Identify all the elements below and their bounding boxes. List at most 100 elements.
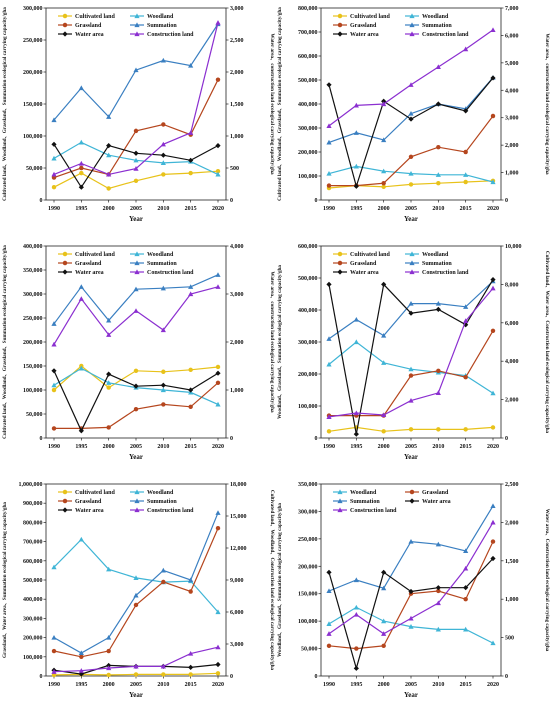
left-axis-title: Grassland、Water area、Summation ecologica… xyxy=(2,502,8,658)
x-tick-label: 2015 xyxy=(460,444,472,450)
legend-swatch-marker xyxy=(62,489,68,495)
right-tick-label: 500 xyxy=(505,636,514,642)
data-point xyxy=(353,163,359,169)
right-tick-label: 2,000 xyxy=(230,70,244,76)
data-point xyxy=(106,380,112,385)
series-grassland xyxy=(326,328,496,418)
series-line xyxy=(53,370,219,433)
series-line xyxy=(53,527,219,658)
plot-frame xyxy=(45,483,227,677)
data-point xyxy=(160,567,166,573)
right-tick-label: 1,000 xyxy=(505,597,519,603)
legend-swatch-marker xyxy=(337,489,343,495)
data-point xyxy=(353,102,359,108)
legend-entry: Cultivated land xyxy=(75,252,116,258)
data-point xyxy=(490,113,496,119)
data-point xyxy=(106,665,112,671)
data-point xyxy=(188,170,193,176)
left-tick-label: 300,000 xyxy=(23,292,43,298)
data-point xyxy=(215,609,221,615)
data-point xyxy=(160,141,166,147)
legend-swatch-marker xyxy=(409,489,415,495)
x-tick-label: 2010 xyxy=(157,444,169,450)
left-tick-label: 300,000 xyxy=(298,509,318,515)
legend-swatch-marker xyxy=(337,13,343,19)
data-point xyxy=(133,150,139,156)
legend-entry: Woodland xyxy=(147,490,174,496)
data-point xyxy=(106,186,111,191)
x-tick-label: 2010 xyxy=(157,206,169,212)
legend-swatch-marker xyxy=(409,13,415,19)
data-point xyxy=(490,519,496,525)
legend-entry: Construction land xyxy=(147,508,194,514)
data-point xyxy=(436,368,441,374)
data-point xyxy=(188,284,194,289)
legend: Cultivated land Woodland Grassland Summatio… xyxy=(58,489,194,514)
legend-entry: Construction land xyxy=(147,270,194,276)
legend-swatch-marker xyxy=(337,269,343,275)
x-tick-label: 2015 xyxy=(185,206,197,212)
legend-swatch-marker xyxy=(409,269,415,275)
left-tick-label: 1,000,000 xyxy=(19,482,43,488)
legend-swatch-marker xyxy=(134,269,140,275)
data-point xyxy=(78,160,84,166)
data-point xyxy=(78,296,84,301)
x-tick-label: 1990 xyxy=(323,444,335,450)
data-point xyxy=(326,588,332,594)
left-tick-label: 50,000 xyxy=(26,166,43,172)
data-point xyxy=(78,365,84,371)
data-point xyxy=(51,175,57,180)
legend-swatch-marker xyxy=(62,22,68,28)
series-summation xyxy=(326,278,496,341)
data-point xyxy=(133,157,139,163)
legend-entry: Woodland xyxy=(350,490,377,496)
data-point xyxy=(106,635,112,640)
data-point xyxy=(463,548,469,554)
x-tick-label: 1990 xyxy=(323,682,335,688)
data-point xyxy=(188,651,194,656)
data-point xyxy=(463,565,469,571)
right-axis-title: Water area、construction land ecological … xyxy=(269,33,275,175)
left-tick-label: 50,000 xyxy=(26,412,43,418)
legend-entry: Woodland xyxy=(422,252,449,258)
x-tick-label: 1995 xyxy=(75,444,87,450)
data-point xyxy=(51,635,57,640)
left-tick-label: 100,000 xyxy=(23,134,43,140)
data-point xyxy=(463,46,469,52)
data-point xyxy=(161,369,166,374)
left-tick-label: 200,000 xyxy=(23,70,43,76)
series-grassland xyxy=(326,113,496,188)
x-tick-label: 2015 xyxy=(185,444,197,450)
data-point xyxy=(188,672,193,677)
left-tick-label: 300,000 xyxy=(298,340,318,346)
data-point xyxy=(160,327,166,333)
data-point xyxy=(215,284,221,289)
x-axis-title: Year xyxy=(129,215,143,223)
data-point xyxy=(381,618,387,624)
right-axis-title: Water area、Construction land ecological … xyxy=(544,509,550,652)
legend-entry: Water area xyxy=(350,32,379,38)
x-tick-label: 2010 xyxy=(432,682,444,688)
right-tick-label: 2,500 xyxy=(505,482,519,488)
series-woodland xyxy=(51,536,221,615)
data-point xyxy=(106,385,111,390)
x-tick-label: 2000 xyxy=(378,682,390,688)
x-tick-label: 2015 xyxy=(460,682,472,688)
left-tick-label: 350,000 xyxy=(23,268,43,274)
x-tick-label: 2005 xyxy=(130,682,142,688)
left-tick-label: 150,000 xyxy=(298,592,318,598)
data-point xyxy=(408,111,414,116)
left-tick-label: 0 xyxy=(40,198,43,204)
right-tick-label: 1,000 xyxy=(505,171,519,177)
right-tick-label: 4,000 xyxy=(505,359,519,365)
series-summation xyxy=(326,503,496,594)
series-construction-land xyxy=(326,519,496,636)
data-point xyxy=(161,579,166,585)
legend-entry: Grassland xyxy=(75,499,102,505)
data-point xyxy=(408,588,414,595)
data-point xyxy=(381,360,387,365)
data-point xyxy=(463,427,468,432)
left-tick-label: 100,000 xyxy=(298,619,318,625)
left-axis-title: Cultivated land、Woodland、Grassland、Summa… xyxy=(277,7,283,201)
series-water-area xyxy=(326,555,496,671)
